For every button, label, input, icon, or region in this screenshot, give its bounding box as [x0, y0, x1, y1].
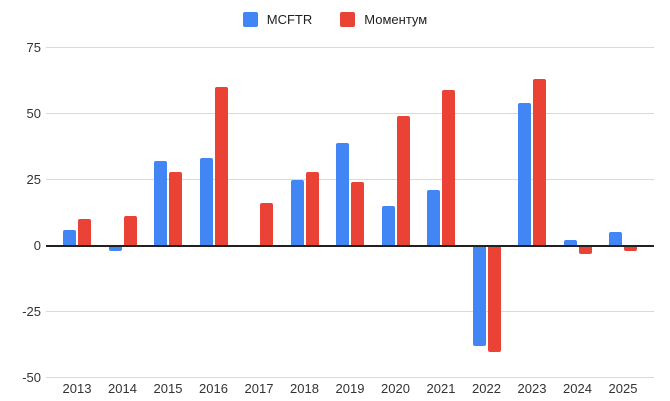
legend-label-mcftr: MCFTR	[266, 12, 313, 27]
x-tick-label-2021: 2021	[426, 381, 456, 396]
bar-mcftr-2019	[336, 142, 349, 246]
legend-label-momentum: Моментум	[364, 12, 428, 27]
x-tick-label-2020: 2020	[381, 381, 410, 396]
x-tick-label-2015: 2015	[153, 381, 183, 396]
gridline--25	[46, 311, 654, 312]
y-tick-label--50: -50	[22, 369, 41, 385]
gridline-25	[46, 179, 654, 180]
x-axis-line	[46, 244, 654, 247]
legend-swatch-mcftr-icon	[242, 12, 258, 27]
bar-mcftr-2021	[427, 190, 440, 246]
chart-legend: MCFTR Моментум	[0, 12, 670, 27]
bar-momentum-2019	[351, 182, 364, 246]
bar-momentum-2018	[305, 171, 319, 246]
y-tick-label-25: 25	[26, 171, 41, 187]
bar-momentum-2022	[487, 246, 501, 352]
x-tick-label-2024: 2024	[563, 381, 592, 396]
gridline-75	[46, 47, 654, 48]
bar-mcftr-2013	[63, 229, 76, 246]
bar-mcftr-2023	[518, 102, 531, 246]
x-tick-label-2019: 2019	[335, 381, 365, 396]
bar-mcftr-2020	[381, 205, 395, 246]
bar-mcftr-2016	[199, 158, 213, 246]
y-tick-label-0: 0	[33, 237, 41, 253]
bar-momentum-2014	[123, 216, 137, 246]
gridline--50	[46, 377, 654, 378]
bar-momentum-2016	[214, 87, 228, 246]
bar-mcftr-2015	[154, 161, 167, 246]
bar-momentum-2020	[396, 116, 410, 246]
bar-momentum-2017	[260, 203, 273, 246]
bar-momentum-2023	[533, 79, 546, 246]
x-tick-label-2022: 2022	[472, 381, 501, 396]
legend-item-mcftr: MCFTR	[242, 12, 313, 27]
bar-momentum-2021	[442, 89, 455, 246]
x-tick-label-2023: 2023	[517, 381, 547, 396]
bar-momentum-2015	[169, 171, 182, 246]
bar-mcftr-2014	[108, 246, 122, 252]
y-tick-label-75: 75	[26, 39, 41, 55]
x-tick-label-2016: 2016	[199, 381, 228, 396]
y-tick-label-50: 50	[26, 105, 41, 121]
bar-mcftr-2025	[609, 232, 622, 246]
x-tick-label-2013: 2013	[62, 381, 92, 396]
x-tick-label-2025: 2025	[608, 381, 638, 396]
y-tick-label--25: -25	[22, 303, 41, 319]
bar-momentum-2024	[578, 246, 592, 254]
bar-mcftr-2024	[563, 240, 577, 246]
bar-momentum-2013	[78, 219, 91, 246]
legend-item-momentum: Моментум	[340, 12, 427, 27]
bar-momentum-2025	[624, 246, 637, 252]
gridline-50	[46, 113, 654, 114]
bar-mcftr-2018	[290, 179, 304, 246]
legend-swatch-momentum-icon	[340, 12, 356, 27]
x-tick-label-2014: 2014	[108, 381, 137, 396]
x-tick-label-2017: 2017	[244, 381, 274, 396]
bar-mcftr-2022	[472, 246, 486, 347]
x-tick-label-2018: 2018	[290, 381, 319, 396]
